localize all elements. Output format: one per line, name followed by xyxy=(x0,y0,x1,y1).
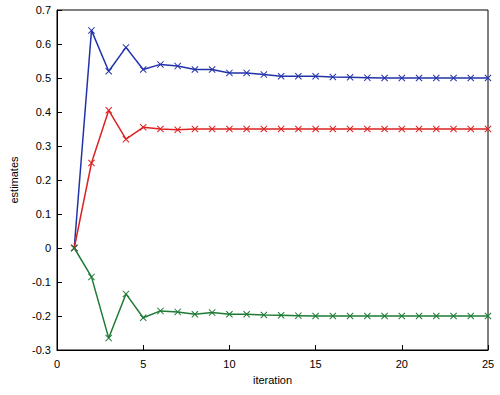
svg-text:0: 0 xyxy=(45,242,51,254)
svg-text:-0.3: -0.3 xyxy=(32,344,51,356)
svg-text:-0.2: -0.2 xyxy=(32,310,51,322)
svg-text:0.5: 0.5 xyxy=(36,72,51,84)
svg-text:25: 25 xyxy=(482,358,494,370)
svg-text:-0.1: -0.1 xyxy=(32,276,51,288)
svg-text:0.4: 0.4 xyxy=(36,106,51,118)
svg-text:0.3: 0.3 xyxy=(36,140,51,152)
svg-text:20: 20 xyxy=(396,358,408,370)
svg-text:estimates: estimates xyxy=(8,156,20,204)
svg-text:iteration: iteration xyxy=(253,374,292,386)
svg-text:10: 10 xyxy=(223,358,235,370)
svg-text:15: 15 xyxy=(309,358,321,370)
svg-text:5: 5 xyxy=(140,358,146,370)
svg-text:0.1: 0.1 xyxy=(36,208,51,220)
svg-text:0: 0 xyxy=(54,358,60,370)
svg-text:0.7: 0.7 xyxy=(36,4,51,16)
svg-text:0.6: 0.6 xyxy=(36,38,51,50)
svg-text:0.2: 0.2 xyxy=(36,174,51,186)
